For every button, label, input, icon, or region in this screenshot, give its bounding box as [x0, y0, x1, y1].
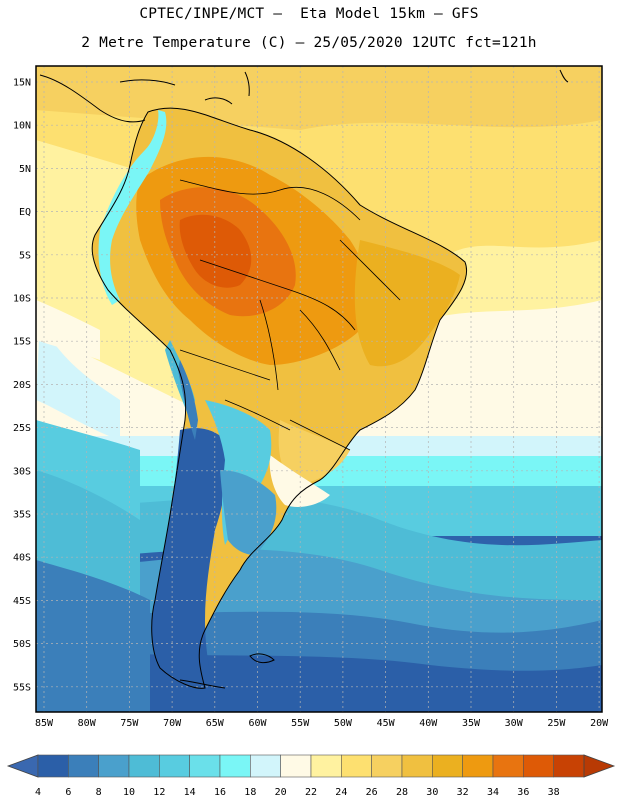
- lon-label: 80W: [78, 718, 97, 729]
- colorbar-tick-label: 24: [335, 787, 347, 798]
- lat-label: 40S: [13, 553, 31, 564]
- colorbar-tick-label: 28: [396, 787, 408, 798]
- colorbar-tick-label: 4: [35, 787, 41, 798]
- lon-label: 40W: [419, 718, 438, 729]
- lat-label: 15N: [13, 78, 31, 89]
- lat-label: 30S: [13, 466, 31, 477]
- lat-label: 15S: [13, 337, 31, 348]
- lon-label: 50W: [334, 718, 353, 729]
- colorbar-tick-label: 6: [65, 787, 71, 798]
- colorbar-under-arrow: [6, 754, 39, 778]
- lat-label: 50S: [13, 639, 31, 650]
- colorbar-swatch: [553, 754, 585, 778]
- colorbar-swatch: [250, 754, 281, 778]
- colorbar-swatch: [219, 754, 251, 778]
- colorbar-tick-label: 20: [275, 787, 287, 798]
- colorbar-swatch: [128, 754, 160, 778]
- colorbar-swatch: [401, 754, 433, 778]
- colorbar-tick-label: 38: [548, 787, 560, 798]
- colorbar-tick-label: 32: [457, 787, 469, 798]
- lat-lon-grid: [36, 66, 602, 712]
- colorbar-swatch: [159, 754, 190, 778]
- colorbar-tick-label: 26: [366, 787, 378, 798]
- lat-label: 10N: [13, 121, 31, 132]
- colorbar-swatch: [462, 754, 494, 778]
- colorbar-tick-label: 12: [153, 787, 165, 798]
- lat-label: 5N: [19, 164, 31, 175]
- colorbar-swatch: [189, 754, 221, 778]
- colorbar-tick-label: 18: [244, 787, 256, 798]
- lon-label: 85W: [35, 718, 54, 729]
- colorbar-tick-label: 34: [487, 787, 499, 798]
- temperature-field: [36, 66, 602, 712]
- lon-label: 65W: [206, 718, 225, 729]
- lon-label: 35W: [462, 718, 481, 729]
- colorbar-swatch: [37, 754, 69, 778]
- colorbar-swatch: [98, 754, 130, 778]
- map-frame: [35, 65, 603, 713]
- lat-label: 25S: [13, 423, 31, 434]
- colorbar-swatch: [371, 754, 403, 778]
- colorbar-swatch: [68, 754, 99, 778]
- lat-label: 45S: [13, 596, 31, 607]
- lon-label: 55W: [291, 718, 310, 729]
- latitude-labels: 15N 10N 5N EQ 5S 10S 15S 20S 25S 30S 35S 40S 45S 50S 5…: [13, 78, 31, 694]
- colorbar-swatch: [492, 754, 524, 778]
- colorbar-tick-label: 22: [305, 787, 317, 798]
- colorbar-swatch: [341, 754, 372, 778]
- colorbar-tick-label: 14: [184, 787, 196, 798]
- coastlines: [39, 69, 569, 689]
- colorbar-swatch: [310, 754, 342, 778]
- lat-label: EQ: [19, 207, 31, 218]
- lon-label: 45W: [377, 718, 396, 729]
- lon-label: 60W: [248, 718, 267, 729]
- lon-label: 20W: [590, 718, 609, 729]
- chart-title: CPTEC/INPE/MCT – Eta Model 15km – GFS: [139, 6, 479, 22]
- colorbar-over-arrow: [583, 754, 616, 778]
- lon-label: 25W: [547, 718, 566, 729]
- colorbar: 4 6 8 10 12 14 16 18 20 22 24 26 28 30 32 34 36 38: [6, 754, 616, 798]
- colorbar-swatch: [432, 754, 463, 778]
- lat-label: 55S: [13, 682, 31, 693]
- chart-subtitle: 2 Metre Temperature (C) – 25/05/2020 12U…: [81, 35, 537, 51]
- colorbar-tick-label: 30: [426, 787, 438, 798]
- colorbar-swatch: [280, 754, 312, 778]
- lon-label: 70W: [163, 718, 182, 729]
- longitude-labels: 85W 80W 75W 70W 65W 60W 55W 50W 45W 40W 35W 30W 25W 2…: [35, 718, 609, 729]
- colorbar-tick-label: 10: [123, 787, 135, 798]
- lat-label: 20S: [13, 380, 31, 391]
- colorbar-tick-label: 8: [96, 787, 102, 798]
- lat-label: 35S: [13, 510, 31, 521]
- lon-label: 75W: [120, 718, 139, 729]
- lon-label: 30W: [505, 718, 524, 729]
- lat-label: 10S: [13, 294, 31, 305]
- colorbar-tick-label: 36: [517, 787, 529, 798]
- colorbar-tick-label: 16: [214, 787, 226, 798]
- colorbar-swatch: [523, 754, 554, 778]
- lat-label: 5S: [19, 250, 31, 261]
